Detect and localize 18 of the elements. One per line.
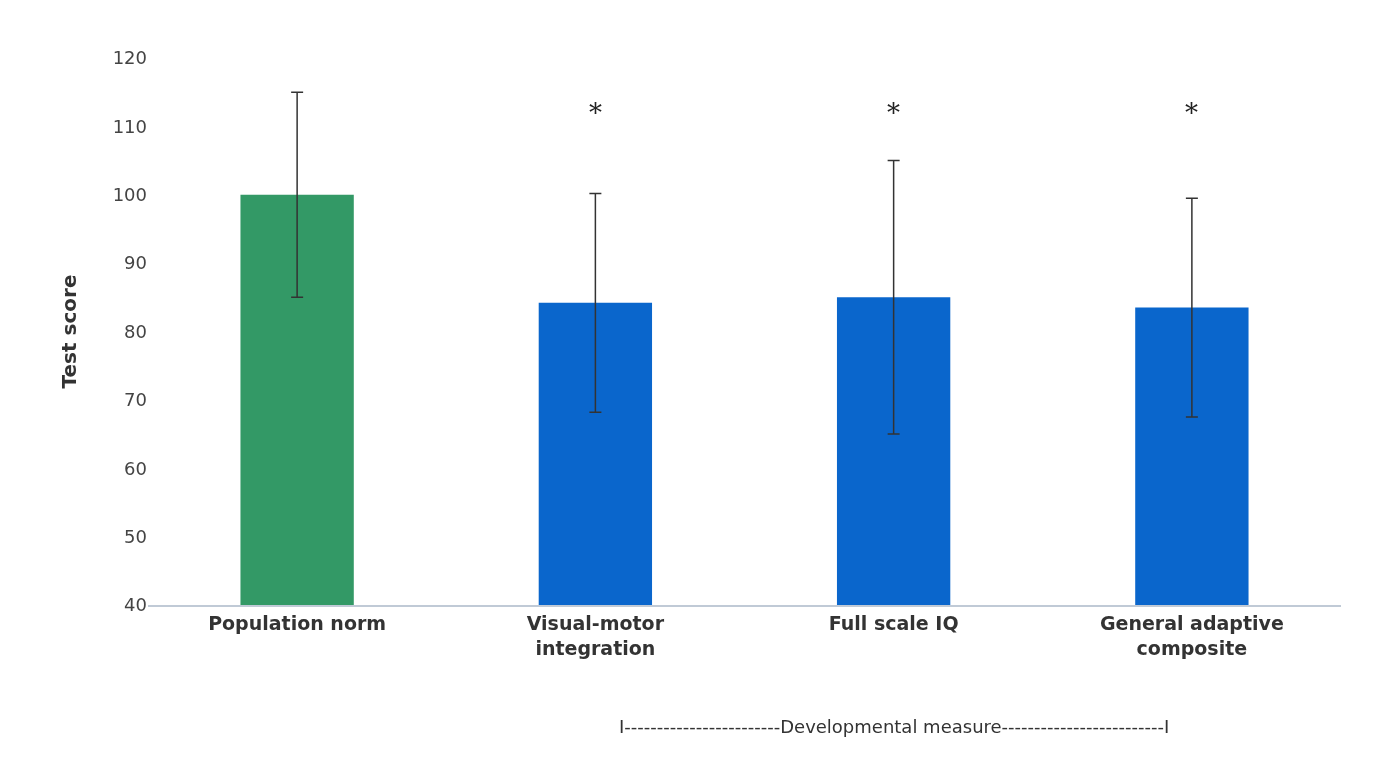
y-tick-label: 60	[124, 457, 147, 479]
y-tick-label: 70	[124, 389, 147, 411]
y-tick-label: 110	[112, 115, 147, 137]
text: I------------------------Developmental measure-------------------------I	[619, 716, 1170, 737]
y-tick-label: 90	[124, 252, 147, 274]
y-tick-label: 50	[124, 525, 147, 547]
y-tick-label: 40	[124, 594, 147, 616]
annotation: *	[589, 98, 602, 128]
x-tick-label: Full scale IQ	[828, 611, 959, 634]
y-tick-label: 120	[112, 47, 147, 69]
x-tick-label: Visual-motor integration	[526, 611, 665, 659]
y-axis-title: Test score	[57, 274, 82, 389]
x-tick-label: General adaptive composite	[1099, 611, 1284, 659]
y-tick-label: 80	[124, 320, 147, 342]
y-tick-label: 100	[112, 184, 147, 206]
x-tick-label: Population norm	[208, 611, 387, 634]
annotation: *	[1185, 98, 1198, 128]
annotation: *	[887, 98, 900, 128]
